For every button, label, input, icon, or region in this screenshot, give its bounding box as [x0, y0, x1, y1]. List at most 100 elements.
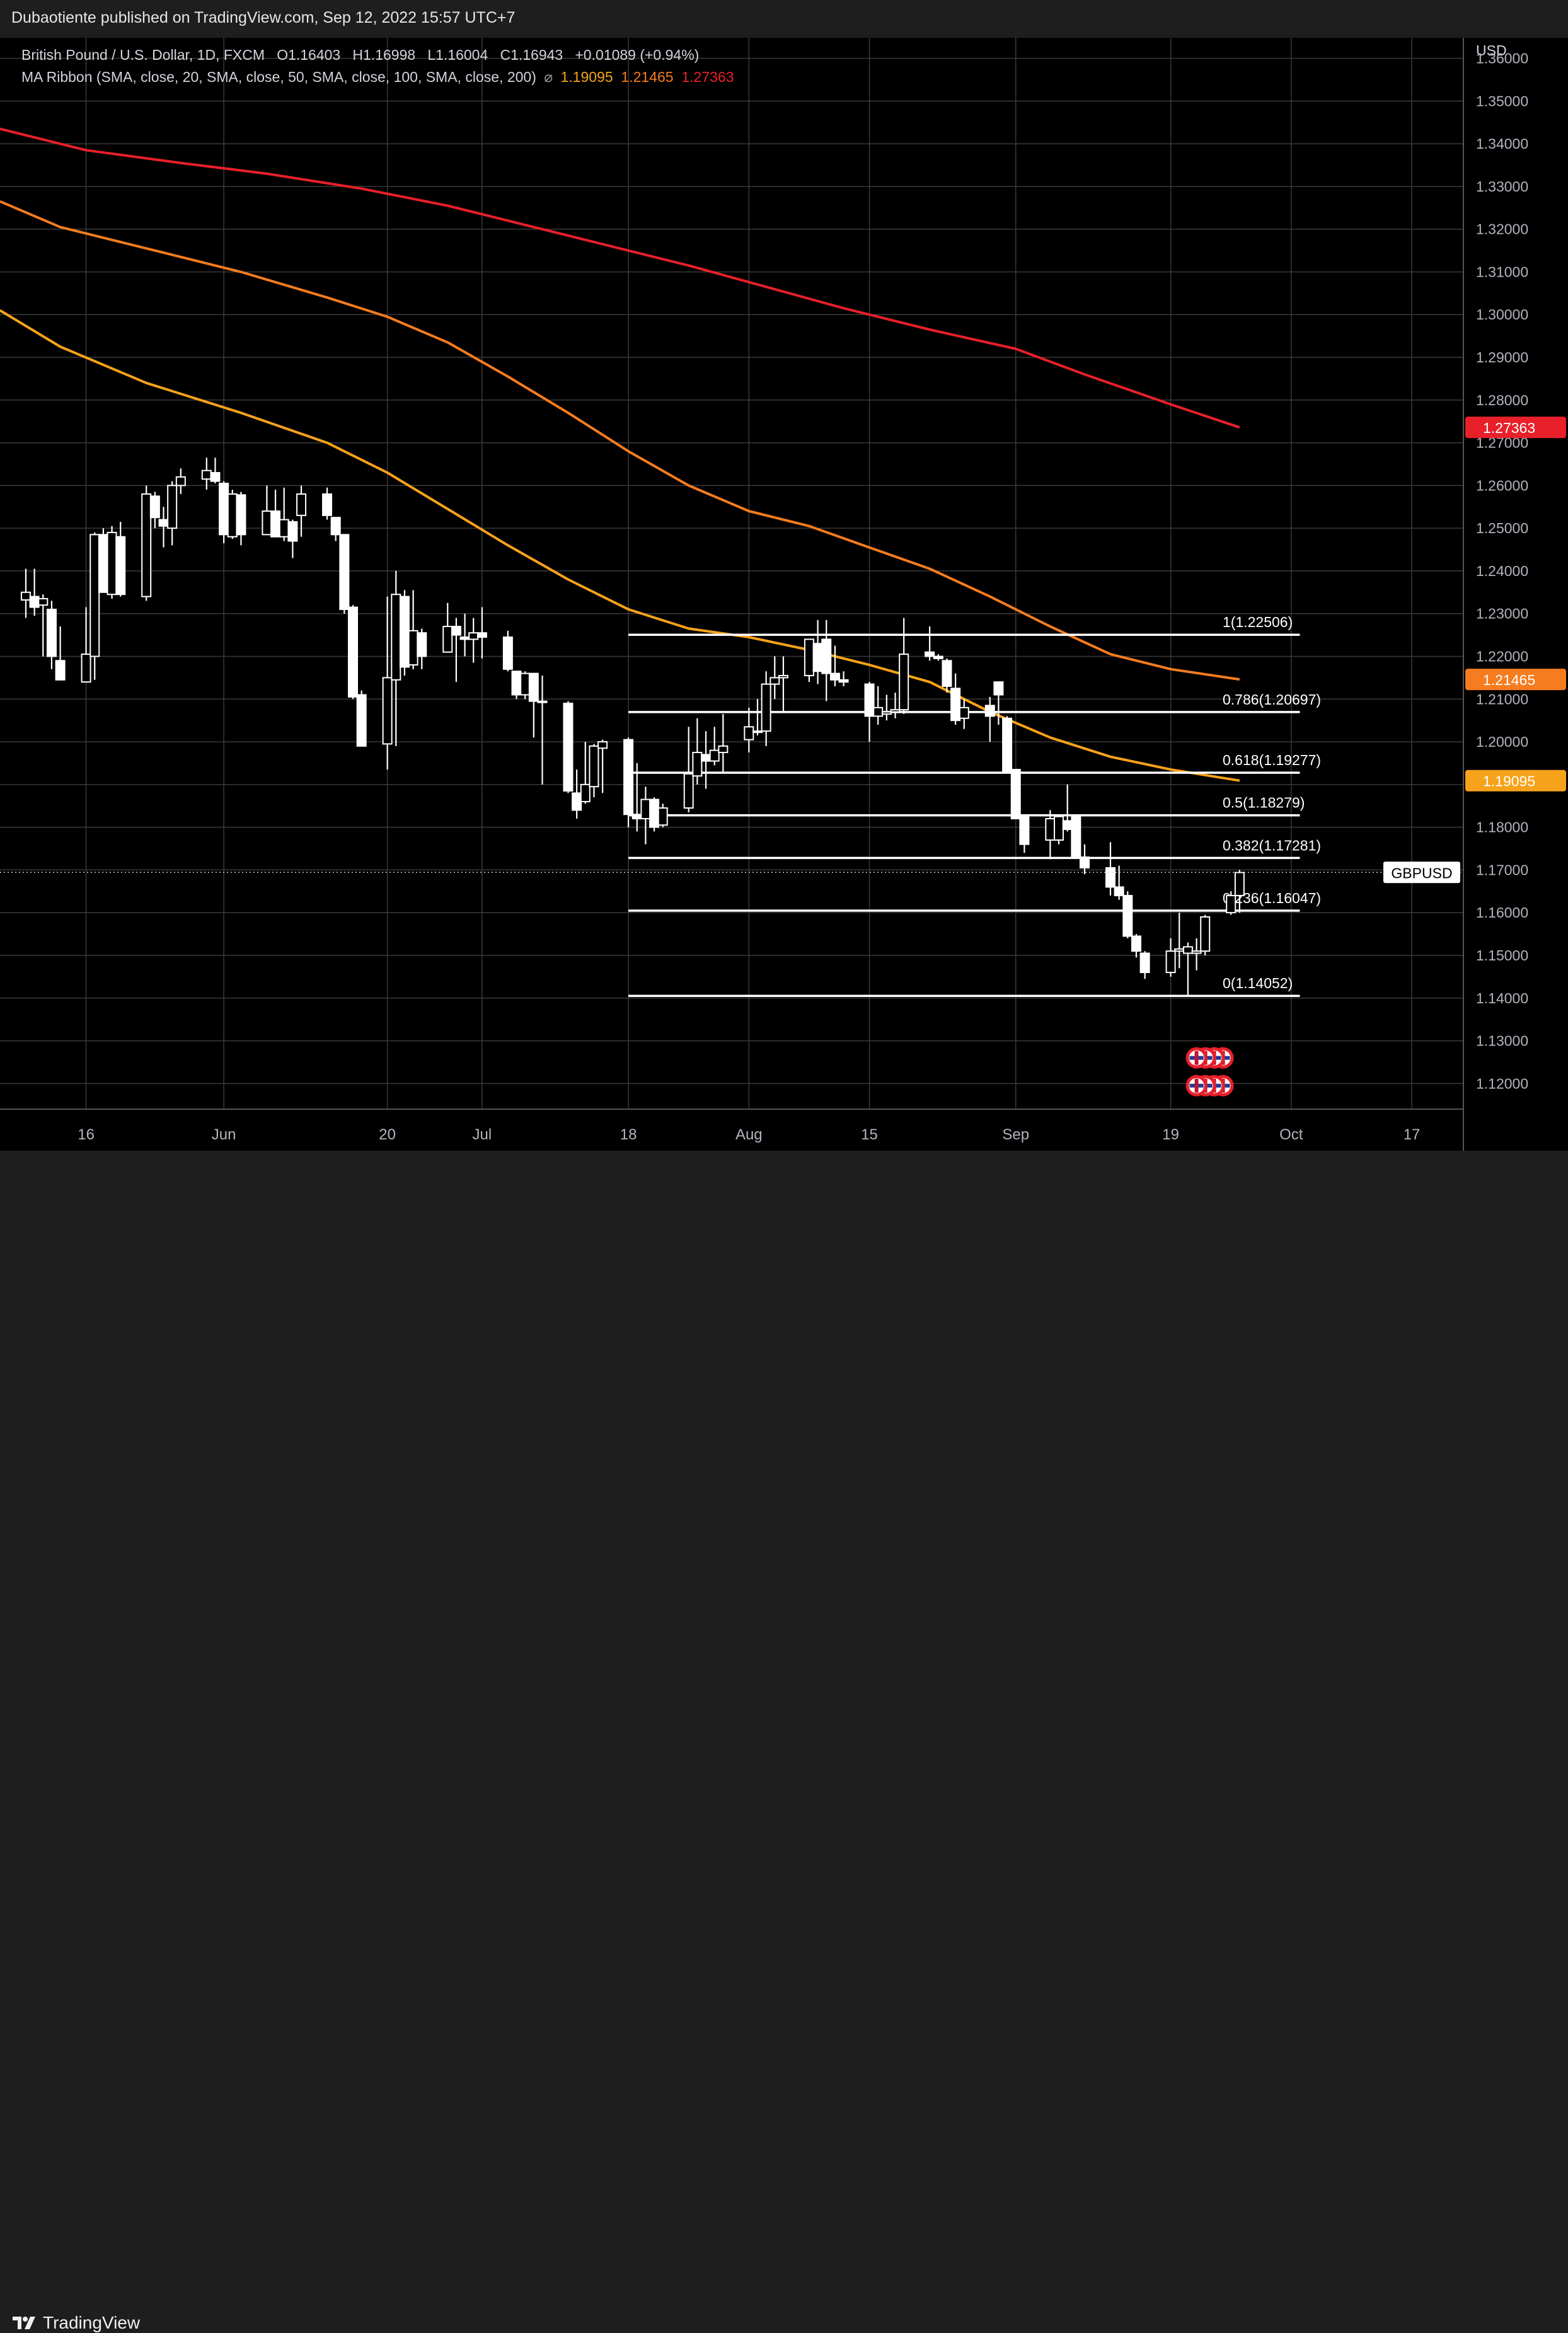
- time-tick-label: Jun: [212, 1126, 236, 1143]
- legend[interactable]: British Pound / U.S. Dollar, 1D, FXCM O 1…: [21, 44, 734, 88]
- ma-price-tag-label: 1.27363: [1483, 420, 1535, 436]
- candle-bear: [219, 482, 229, 536]
- candle-bull: [873, 706, 884, 717]
- candlestick-chart[interactable]: 1(1.22506) 0.786(1.20697) 0.618(1.19277) 0.…: [0, 0, 1568, 1195]
- price-tick-label: 1.36000: [1476, 50, 1528, 67]
- legend-change: +0.01089 (+0.94%): [575, 47, 700, 63]
- candle-bear: [399, 596, 410, 668]
- candle-bear: [98, 534, 108, 593]
- tradingview-logo[interactable]: TradingView: [11, 2313, 140, 2333]
- candle-bear: [572, 792, 582, 811]
- time-tick-label: 15: [861, 1126, 878, 1143]
- candle-bull: [657, 807, 668, 826]
- candle-bear: [701, 754, 712, 762]
- candle-bear: [623, 739, 634, 815]
- brand-name: TradingView: [43, 2313, 141, 2332]
- candle-bear: [149, 495, 160, 519]
- candle-bear: [838, 679, 849, 683]
- candle-bull: [1045, 818, 1056, 841]
- candle-bull: [107, 531, 117, 596]
- candle-bear: [459, 636, 470, 640]
- ma-ribbon: [0, 127, 1240, 782]
- candle-bull: [537, 700, 548, 703]
- candle-bear: [1114, 886, 1124, 897]
- candle-bull: [201, 469, 212, 480]
- symbol-tag[interactable]: [1383, 861, 1460, 884]
- candle-bear: [322, 493, 333, 516]
- time-tick-label: 20: [379, 1126, 396, 1143]
- legend-indicator-row: MA Ribbon (SMA, close, 20, SMA, close, 5…: [21, 66, 734, 88]
- candle-bull: [804, 638, 814, 677]
- candle-bull: [279, 519, 289, 538]
- candle-bull: [752, 730, 763, 734]
- time-axis[interactable]: 16 Jun 20 Jul 18 Aug 15 Sep 19 Oct 17: [0, 1109, 1463, 1143]
- time-tick-label: Aug: [735, 1126, 763, 1143]
- time-tick-label: Sep: [1002, 1126, 1029, 1143]
- candle-bull: [175, 476, 186, 487]
- indicator-symbol: ⌀: [544, 69, 553, 85]
- price-tick-label: 1.13000: [1476, 1033, 1528, 1049]
- candle-bull: [778, 675, 788, 679]
- candle-bear: [1002, 717, 1013, 773]
- candle-bear: [1122, 895, 1133, 937]
- price-tick-label: 1.33000: [1476, 178, 1528, 195]
- price-tick-label: 1.32000: [1476, 221, 1528, 238]
- candle-bear: [115, 536, 126, 596]
- candle-bull: [408, 630, 418, 666]
- fib-level-label: 0(1.14052): [1223, 975, 1293, 991]
- ma50-value: 1.21465: [621, 69, 674, 85]
- chart-area[interactable]: 1(1.22506) 0.786(1.20697) 0.618(1.19277) 0.…: [0, 0, 1568, 1195]
- candle-bull: [520, 672, 531, 696]
- economic-events[interactable]: [1185, 1047, 1234, 1097]
- price-tick-label: 1.26000: [1476, 477, 1528, 493]
- candle-bear: [631, 814, 642, 820]
- candle-bull: [141, 493, 152, 597]
- candle-bull: [709, 749, 720, 762]
- candle-bull: [81, 654, 91, 683]
- candle-bull: [227, 493, 238, 538]
- candle-bull: [683, 773, 694, 809]
- legend-open-label: O: [277, 47, 289, 63]
- tradingview-logo-icon: [13, 2317, 35, 2329]
- flag-icon-cross: [1194, 1051, 1199, 1065]
- candle-bear: [210, 472, 221, 482]
- candle-bear: [356, 694, 367, 747]
- fib-level-label: 0.5(1.18279): [1223, 795, 1305, 811]
- price-tick-label: 1.14000: [1476, 990, 1528, 1006]
- candle-bull: [890, 709, 901, 713]
- candle-bear: [29, 596, 40, 608]
- price-tick-label: 1.31000: [1476, 263, 1528, 280]
- candle-bull: [1165, 950, 1176, 974]
- candle-bull: [1174, 948, 1185, 952]
- ma200-value: 1.27363: [681, 69, 734, 85]
- ma-price-tag-label: 1.21465: [1483, 672, 1535, 688]
- candle-bull: [468, 632, 479, 640]
- candle-bull: [442, 626, 453, 653]
- candle-bear: [330, 517, 341, 536]
- legend-symbol: British Pound / U.S. Dollar, 1D, FXCM: [21, 47, 265, 63]
- candle-bear: [451, 626, 461, 636]
- candle-bull: [770, 677, 780, 685]
- candle-bull: [640, 798, 651, 820]
- legend-close: 1.16943: [510, 47, 563, 63]
- legend-low: 1.16004: [435, 47, 488, 63]
- candle-bear: [1071, 815, 1081, 858]
- candle-bull: [1054, 815, 1064, 841]
- candle-bear: [339, 534, 350, 610]
- candle-bear: [1010, 769, 1021, 820]
- candle-bear: [829, 672, 840, 681]
- legend-close-label: C: [500, 47, 511, 63]
- candle-bull: [580, 783, 591, 802]
- candle-bear: [942, 660, 952, 687]
- candle-bear: [1062, 820, 1073, 831]
- candle-bull: [1234, 872, 1245, 897]
- fib-level-label: 1(1.22506): [1223, 614, 1293, 630]
- fib-level-label: 0.786(1.20697): [1223, 691, 1321, 708]
- publisher-text: Dubaotiente published on TradingView.com…: [11, 9, 516, 26]
- ma-price-tag: [1465, 769, 1566, 792]
- legend-high-label: H: [352, 47, 364, 63]
- candle-bull: [38, 597, 49, 606]
- candle-bear: [270, 510, 281, 538]
- candle-bull: [382, 677, 393, 745]
